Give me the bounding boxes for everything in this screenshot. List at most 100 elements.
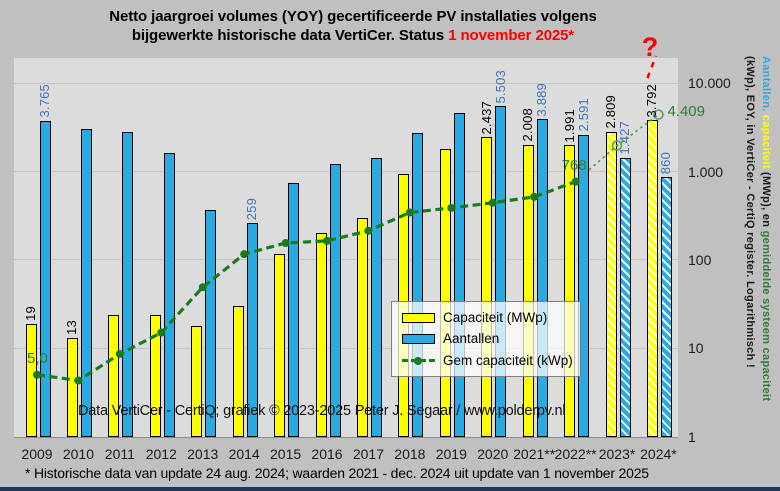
axis-title-segment: (MWp), en [760,168,772,231]
bar-aantallen-2016 [329,163,341,437]
bar-label-2021: 3.889 [534,82,550,117]
x-tick-2014: 2014 [228,446,260,462]
legend-label-gem-capaciteit: Gem capaciteit (kWp) [443,352,573,368]
bottom-accent-bar [0,487,780,491]
gridline-1.000 [14,171,678,173]
bar-aantallen-2011 [122,132,134,437]
axis-title-segment: Aantallen. [760,56,772,112]
y-tick-10: 10 [688,340,704,357]
bar-aantallen-2017 [370,158,382,437]
green-dashed-line-swatch-icon [402,356,435,365]
y-tick-1.000: 1.000 [688,163,724,180]
gridline-10.000 [14,82,678,84]
legend-item-gem-capaciteit: Gem capaciteit (kWp) [402,352,573,368]
bar-aantallen-2010 [80,129,92,437]
bar-capaciteit-mwp-2010 [66,338,78,437]
question-mark-annotation: ? [641,32,659,62]
x-tick-2024: 2024* [640,446,677,462]
axis-title-segment: gemiddelde systeem capaciteit [760,230,772,402]
legend-label-capaciteit: Capaciteit (MWp) [443,310,548,326]
gridline-10 [14,347,678,349]
bar-aantallen-2018 [412,133,424,437]
trend-line-layer [33,55,664,385]
bar-capaciteit-mwp-2014 [232,306,244,437]
bar-capaciteit-mwp-2017 [356,217,368,437]
y-tick-100: 100 [688,251,712,268]
y-tick-1: 1 [688,428,696,445]
bar-label-2023: 1.427 [617,121,633,155]
bar-aantallen-2014 [246,223,258,437]
chart-title: Netto jaargroei volumes (YOY) gecertific… [0,7,706,45]
title-status-date: 1 november 2025* [448,27,575,44]
x-tick-2010: 2010 [62,446,94,462]
bar-aantallen-2023 [619,157,631,437]
bar-label-2010: 13 [64,320,80,336]
capacity-bar-swatch-icon [402,312,435,323]
gridline-100 [14,259,678,261]
bar-capaciteit-mwp-2016 [315,233,327,437]
bar-label-2014: 259 [244,198,260,221]
axis-title-segment: capaciteit [760,111,772,169]
bar-aantallen-2020 [495,106,507,437]
x-tick-2013: 2013 [187,446,219,462]
legend-item-capaciteit: Capaciteit (MWp) [402,310,570,325]
bar-capaciteit-mwp-2015 [274,254,286,437]
bar-capaciteit-mwp-2022 [564,145,576,437]
x-tick-2011: 2011 [104,446,135,462]
bar-capaciteit-mwp-2024 [646,120,658,437]
bar-aantallen-2015 [288,183,300,437]
aantallen-bar-swatch-icon [402,333,435,344]
bar-aantallen-2021 [536,119,548,437]
bar-capaciteit-mwp-2009 [25,323,37,437]
bar-capaciteit-mwp-2012 [149,314,161,437]
bar-aantallen-2009 [39,120,51,437]
gem-capaciteit-label-2022: 768 [561,156,587,174]
x-tick-2023: 2023* [598,446,636,462]
bar-capaciteit-mwp-2011 [108,314,120,437]
bar-capaciteit-mwp-2023 [605,131,617,437]
x-tick-2009: 2009 [21,446,53,462]
bar-label-2009: 19 [23,305,38,321]
right-axis-title-line1: Aantallen. capaciteit (MWp), en gemiddel… [760,56,772,401]
watermark: Data VertiCer - CertiQ; grafiek © 2023-2… [78,403,566,419]
title-line2-text: bijgewerkte historische data VertiCer. S… [131,27,449,44]
bar-aantallen-2012 [163,153,175,437]
bar-label-2024: 860 [658,152,674,175]
bar-label-2020: 2.437 [478,100,494,135]
bar-capaciteit-mwp-2020 [481,137,493,437]
bar-label-2020: 5.503 [492,69,508,104]
legend-item-aantallen: Aantallen [402,331,570,346]
title-line1: Netto jaargroei volumes (YOY) gecertific… [109,8,597,25]
x-tick-2015: 2015 [270,446,302,462]
bar-aantallen-2022 [578,135,590,437]
bar-label-2009: 3.765 [37,84,52,118]
x-tick-2020: 2020 [477,446,509,462]
x-tick-2022: 2022** [554,446,597,462]
x-tick-2017: 2017 [352,446,385,462]
plot-area: Data VertiCer - CertiQ; grafiek © 2023-2… [14,55,705,438]
bar-aantallen-2013 [205,209,217,437]
bar-label-2023: 2.809 [603,95,619,129]
legend: Capaciteit (MWp) Aantallen Gem capacitei… [391,301,581,377]
bar-label-2024: 3.792 [644,83,660,118]
axis-title-segment: (kWp), EOY, in VertiCer - CertiQ registe… [744,56,756,369]
right-axis-title-line2: (kWp), EOY, in VertiCer - CertiQ registe… [744,56,756,368]
bar-label-2022: 2.591 [575,98,591,133]
x-tick-2012: 2012 [145,446,177,462]
bar-aantallen-2019 [453,112,465,437]
title-line2: bijgewerkte historische data VertiCer. S… [0,26,706,45]
bar-capaciteit-mwp-2013 [191,325,203,437]
y-tick-10.000: 10.000 [688,75,731,92]
bar-capaciteit-mwp-2021 [522,144,534,437]
bar-aantallen-2024 [660,177,672,437]
x-tick-2018: 2018 [394,446,426,462]
gem-capaciteit-label-2009: 5,0 [27,349,48,367]
footnote: * Historische data van update 24 aug. 20… [25,465,649,481]
x-tick-2016: 2016 [311,446,343,462]
gem-capaciteit-label-2024: 4.409 [667,102,705,120]
x-tick-2019: 2019 [435,446,467,462]
legend-label-aantallen: Aantallen [443,331,500,347]
bar-capaciteit-mwp-2019 [439,148,451,437]
x-tick-2021: 2021** [513,446,556,462]
